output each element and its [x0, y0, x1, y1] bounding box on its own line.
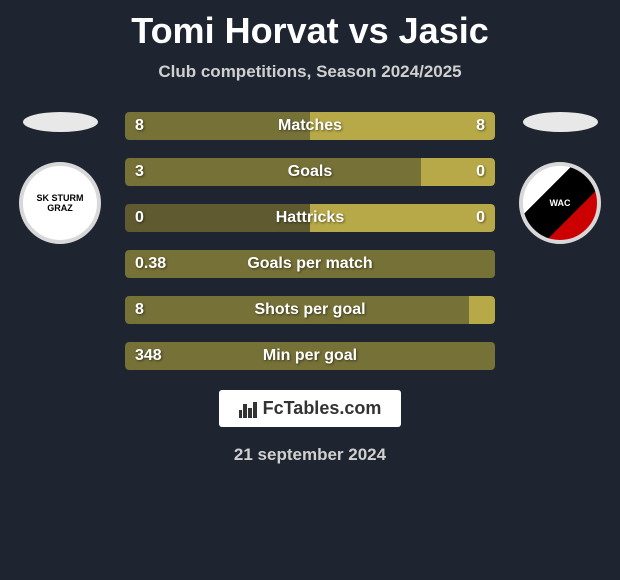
stats-list: 8Matches83Goals00Hattricks00.38Goals per… [125, 112, 495, 370]
stat-value-right: 8 [476, 117, 485, 135]
stat-row: 3Goals0 [125, 158, 495, 186]
branding-icon [239, 400, 257, 418]
branding-text: FcTables.com [263, 398, 382, 419]
stat-value-right: 0 [476, 209, 485, 227]
stat-label: Goals [125, 163, 495, 181]
right-player-column: WAC [515, 112, 605, 244]
date-label: 21 september 2024 [234, 445, 386, 465]
stat-label: Min per goal [125, 347, 495, 365]
comparison-area: SK STURM GRAZ 8Matches83Goals00Hattricks… [0, 112, 620, 370]
branding-badge: FcTables.com [219, 390, 402, 427]
stat-label: Goals per match [125, 255, 495, 273]
page-title: Tomi Horvat vs Jasic [131, 10, 489, 52]
subtitle: Club competitions, Season 2024/2025 [158, 62, 461, 82]
stat-row: 0.38Goals per match [125, 250, 495, 278]
left-club-logo: SK STURM GRAZ [19, 162, 101, 244]
stat-row: 8Shots per goal [125, 296, 495, 324]
stat-row: 8Matches8 [125, 112, 495, 140]
right-club-logo: WAC [519, 162, 601, 244]
stat-label: Matches [125, 117, 495, 135]
stat-label: Hattricks [125, 209, 495, 227]
right-player-marker [523, 112, 598, 132]
stat-row: 0Hattricks0 [125, 204, 495, 232]
stat-label: Shots per goal [125, 301, 495, 319]
stat-row: 348Min per goal [125, 342, 495, 370]
stat-value-right: 0 [476, 163, 485, 181]
left-player-column: SK STURM GRAZ [15, 112, 105, 244]
left-player-marker [23, 112, 98, 132]
